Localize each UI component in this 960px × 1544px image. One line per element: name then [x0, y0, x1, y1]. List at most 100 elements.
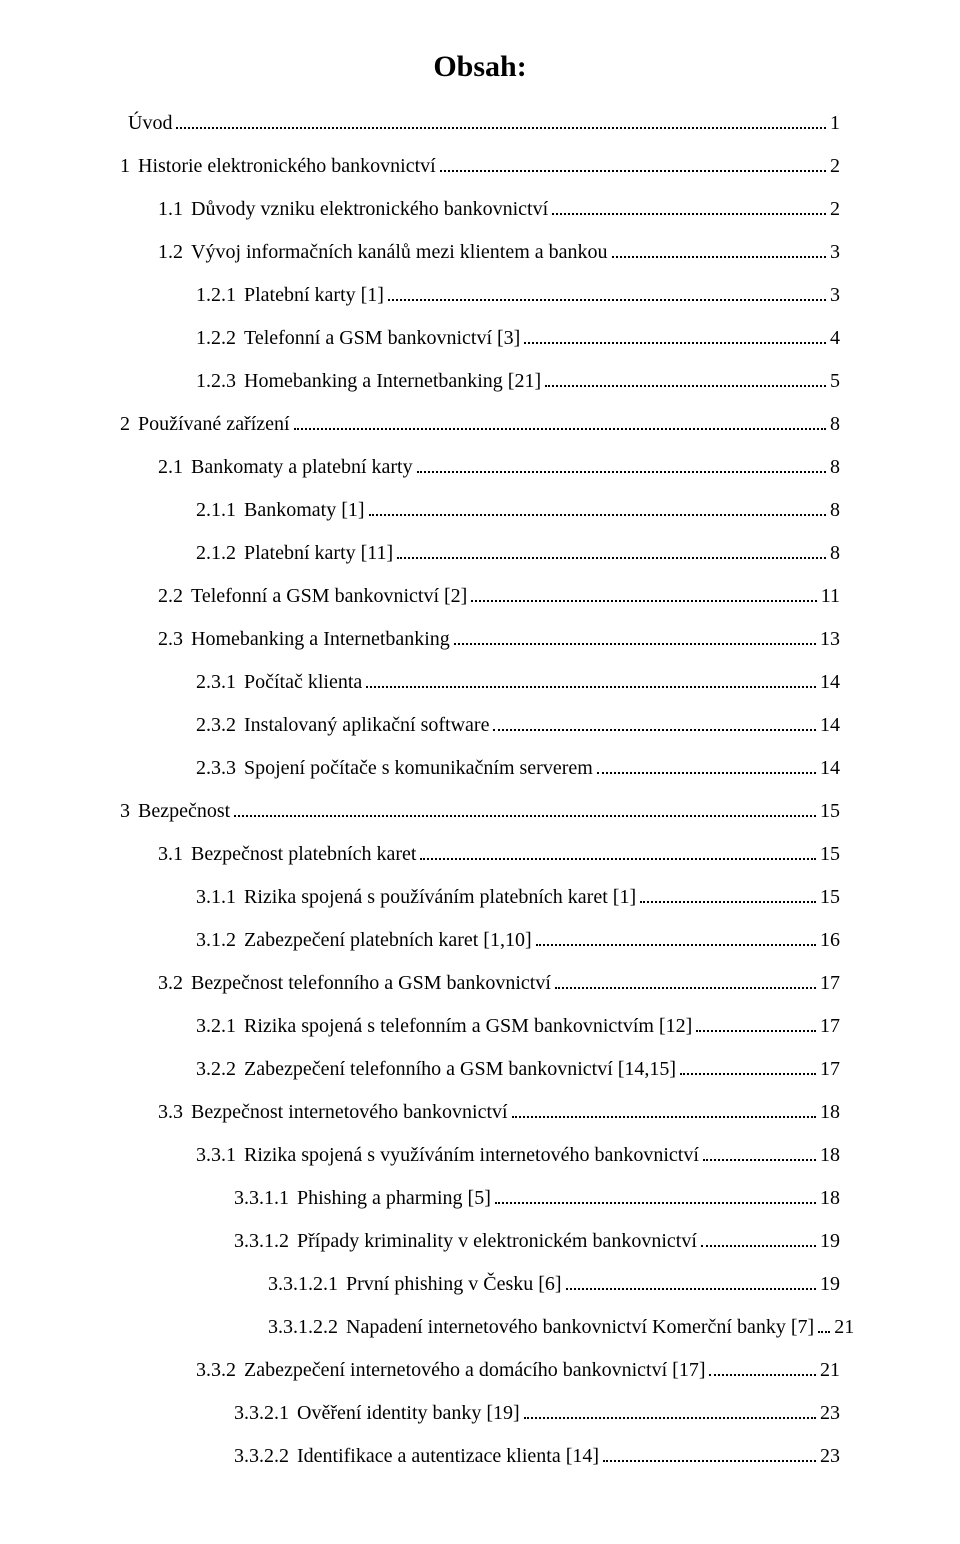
toc-entry-page: 8	[830, 538, 840, 569]
toc-entry-number: 2.1	[158, 452, 183, 483]
toc-entry: 2.3.2 Instalovaný aplikační software 14	[196, 710, 840, 741]
table-of-contents: Úvod11Historie elektronického bankovnict…	[120, 108, 840, 1472]
toc-entry-page: 11	[821, 581, 840, 612]
toc-entry: 3.1.2Zabezpečení platebních karet [1,10]…	[196, 925, 840, 956]
toc-dot-leader	[612, 256, 826, 258]
toc-entry: 3.1.1 Rizika spojená s používáním platebn…	[196, 882, 840, 913]
toc-entry: 3.3.1.2.1První phishing v Česku [6]19	[268, 1269, 840, 1300]
toc-entry-number: 2.3.2	[196, 710, 236, 741]
toc-entry-page: 3	[830, 280, 840, 311]
toc-entry-page: 21	[834, 1312, 854, 1343]
toc-entry-text: Bankomaty [1]	[244, 495, 365, 526]
toc-entry-number: 1	[120, 151, 130, 182]
toc-dot-leader	[471, 600, 816, 602]
toc-entry-text: První phishing v Česku [6]	[346, 1269, 562, 1300]
toc-entry: 2Používané zařízení8	[120, 409, 840, 440]
toc-dot-leader	[709, 1374, 816, 1376]
toc-entry-page: 13	[820, 624, 840, 655]
toc-dot-leader	[597, 772, 816, 774]
toc-entry: 2.1.2Platební karty [11]8	[196, 538, 840, 569]
toc-entry: 3Bezpečnost15	[120, 796, 840, 827]
toc-entry-page: 8	[830, 495, 840, 526]
toc-entry: 3.3.1.2Případy kriminality v elektronick…	[234, 1226, 840, 1257]
toc-entry-text: Zabezpečení internetového a domácího ban…	[244, 1355, 705, 1386]
toc-entry-text: Počítač klienta	[244, 667, 362, 698]
toc-entry-page: 23	[820, 1398, 840, 1429]
toc-entry-text: Instalovaný aplikační software	[244, 710, 489, 741]
toc-entry-number: 1.1	[158, 194, 183, 225]
toc-entry-number: 1.2.2	[196, 323, 236, 354]
toc-entry-number: 2.1.1	[196, 495, 236, 526]
toc-entry-page: 2	[830, 151, 840, 182]
toc-dot-leader	[388, 299, 826, 301]
toc-entry: 3.2.2Zabezpečení telefonního a GSM banko…	[196, 1054, 840, 1085]
toc-dot-leader	[234, 815, 816, 817]
toc-entry-text: Platební karty [11]	[244, 538, 393, 569]
toc-entry-page: 17	[820, 1054, 840, 1085]
toc-entry-number: 1.2	[158, 237, 183, 268]
toc-entry-text: Důvody vzniku elektronického bankovnictv…	[191, 194, 548, 225]
toc-dot-leader	[545, 385, 826, 387]
toc-entry: 1.2.1 Platební karty [1] 3	[196, 280, 840, 311]
toc-entry-text: Bezpečnost telefonního a GSM bankovnictv…	[191, 968, 551, 999]
toc-entry-page: 18	[820, 1140, 840, 1171]
toc-entry-number: 2.3	[158, 624, 183, 655]
toc-dot-leader	[680, 1073, 816, 1075]
toc-entry-number: 3.3.1.2.2	[268, 1312, 338, 1343]
toc-entry: 1.2 Vývoj informačních kanálů mezi klient…	[158, 237, 840, 268]
toc-entry: 3.3.1.1Phishing a pharming [5]18	[234, 1183, 840, 1214]
toc-entry: 3.3.2.1Ověření identity banky [19]23	[234, 1398, 840, 1429]
toc-entry-text: Vývoj informačních kanálů mezi klientem …	[191, 237, 608, 268]
toc-entry-page: 15	[820, 882, 840, 913]
toc-dot-leader	[420, 858, 816, 860]
toc-entry-number: 3.1.1	[196, 882, 236, 913]
toc-entry-text: Případy kriminality v elektronickém bank…	[297, 1226, 697, 1257]
toc-entry-page: 14	[820, 710, 840, 741]
toc-entry: 2.2Telefonní a GSM bankovnictví [2]11	[158, 581, 840, 612]
toc-entry-page: 15	[820, 839, 840, 870]
toc-entry-number: 3.3.2	[196, 1355, 236, 1386]
toc-entry-text: Úvod	[128, 108, 172, 139]
toc-entry-number: 3.3.1.2.1	[268, 1269, 338, 1300]
toc-dot-leader	[454, 643, 816, 645]
toc-entry-text: Bezpečnost internetového bankovnictví	[191, 1097, 508, 1128]
toc-entry-text: Zabezpečení platebních karet [1,10]	[244, 925, 532, 956]
toc-entry-page: 4	[830, 323, 840, 354]
toc-entry-text: Rizika spojená s používáním platebních k…	[244, 882, 636, 913]
toc-entry-number: 3.2.2	[196, 1054, 236, 1085]
toc-entry-number: 2.3.1	[196, 667, 236, 698]
toc-entry-number: 2.3.3	[196, 753, 236, 784]
toc-entry-text: Platební karty [1]	[244, 280, 384, 311]
toc-entry: 2.3.1Počítač klienta14	[196, 667, 840, 698]
toc-entry: 2.1.1 Bankomaty [1] 8	[196, 495, 840, 526]
toc-dot-leader	[555, 987, 816, 989]
toc-entry: 3.3.1.2.2Napadení internetového bankovni…	[268, 1312, 840, 1343]
toc-entry-number: 3	[120, 796, 130, 827]
toc-entry-page: 1	[830, 108, 840, 139]
toc-entry-text: Spojení počítače s komunikačním serverem	[244, 753, 593, 784]
toc-entry-page: 16	[820, 925, 840, 956]
toc-entry-number: 3.3.2.1	[234, 1398, 289, 1429]
toc-entry-number: 2	[120, 409, 130, 440]
toc-dot-leader	[536, 944, 816, 946]
toc-entry-text: Phishing a pharming [5]	[297, 1183, 491, 1214]
toc-entry-text: Historie elektronického bankovnictví	[138, 151, 436, 182]
toc-entry-page: 17	[820, 1011, 840, 1042]
toc-dot-leader	[696, 1030, 816, 1032]
toc-entry: 3.2Bezpečnost telefonního a GSM bankovni…	[158, 968, 840, 999]
toc-entry-page: 5	[830, 366, 840, 397]
toc-entry: 1.1 Důvody vzniku elektronického bankovni…	[158, 194, 840, 225]
toc-dot-leader	[701, 1245, 816, 1247]
toc-entry-text: Bankomaty a platební karty	[191, 452, 413, 483]
toc-entry-number: 3.3	[158, 1097, 183, 1128]
toc-dot-leader	[566, 1288, 816, 1290]
toc-entry-number: 3.1	[158, 839, 183, 870]
toc-entry-page: 15	[820, 796, 840, 827]
toc-entry-number: 1.2.1	[196, 280, 236, 311]
toc-dot-leader	[524, 342, 826, 344]
toc-entry: 2.3.3 Spojení počítače s komunikačním ser…	[196, 753, 840, 784]
toc-dot-leader	[552, 213, 826, 215]
toc-entry: 1.2.3Homebanking a Internetbanking [21]5	[196, 366, 840, 397]
toc-dot-leader	[440, 170, 826, 172]
toc-entry-number: 1.2.3	[196, 366, 236, 397]
